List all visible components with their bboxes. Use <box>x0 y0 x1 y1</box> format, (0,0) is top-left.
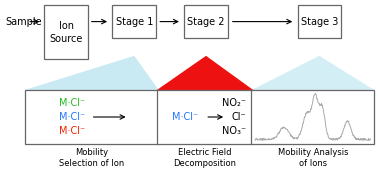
Text: NO₃⁻: NO₃⁻ <box>222 125 246 136</box>
Text: Stage 1: Stage 1 <box>116 17 153 27</box>
Text: M·Cl⁻: M·Cl⁻ <box>172 112 198 122</box>
Text: NO₂⁻: NO₂⁻ <box>222 98 246 109</box>
FancyBboxPatch shape <box>113 5 156 38</box>
Text: Electric Field
Decomposition: Electric Field Decomposition <box>174 148 237 168</box>
Text: Ion
Source: Ion Source <box>50 21 83 44</box>
Text: Mobility
Selection of Ion: Mobility Selection of Ion <box>59 148 124 168</box>
Polygon shape <box>157 56 253 90</box>
Text: M·Cl⁻: M·Cl⁻ <box>59 125 85 136</box>
FancyBboxPatch shape <box>298 5 341 38</box>
FancyBboxPatch shape <box>184 5 228 38</box>
Text: Stage 3: Stage 3 <box>301 17 338 27</box>
FancyBboxPatch shape <box>251 90 374 144</box>
Text: M·Cl⁻: M·Cl⁻ <box>59 98 85 109</box>
Polygon shape <box>251 56 374 90</box>
Text: Sample: Sample <box>6 17 42 27</box>
FancyBboxPatch shape <box>157 90 253 144</box>
Polygon shape <box>25 56 159 90</box>
FancyBboxPatch shape <box>25 90 159 144</box>
Text: Stage 2: Stage 2 <box>187 17 225 27</box>
FancyBboxPatch shape <box>45 5 88 59</box>
Text: M·Cl⁻: M·Cl⁻ <box>59 112 85 122</box>
Text: Cl⁻: Cl⁻ <box>231 112 246 122</box>
Text: Mobility Analysis
of Ions: Mobility Analysis of Ions <box>277 148 348 168</box>
